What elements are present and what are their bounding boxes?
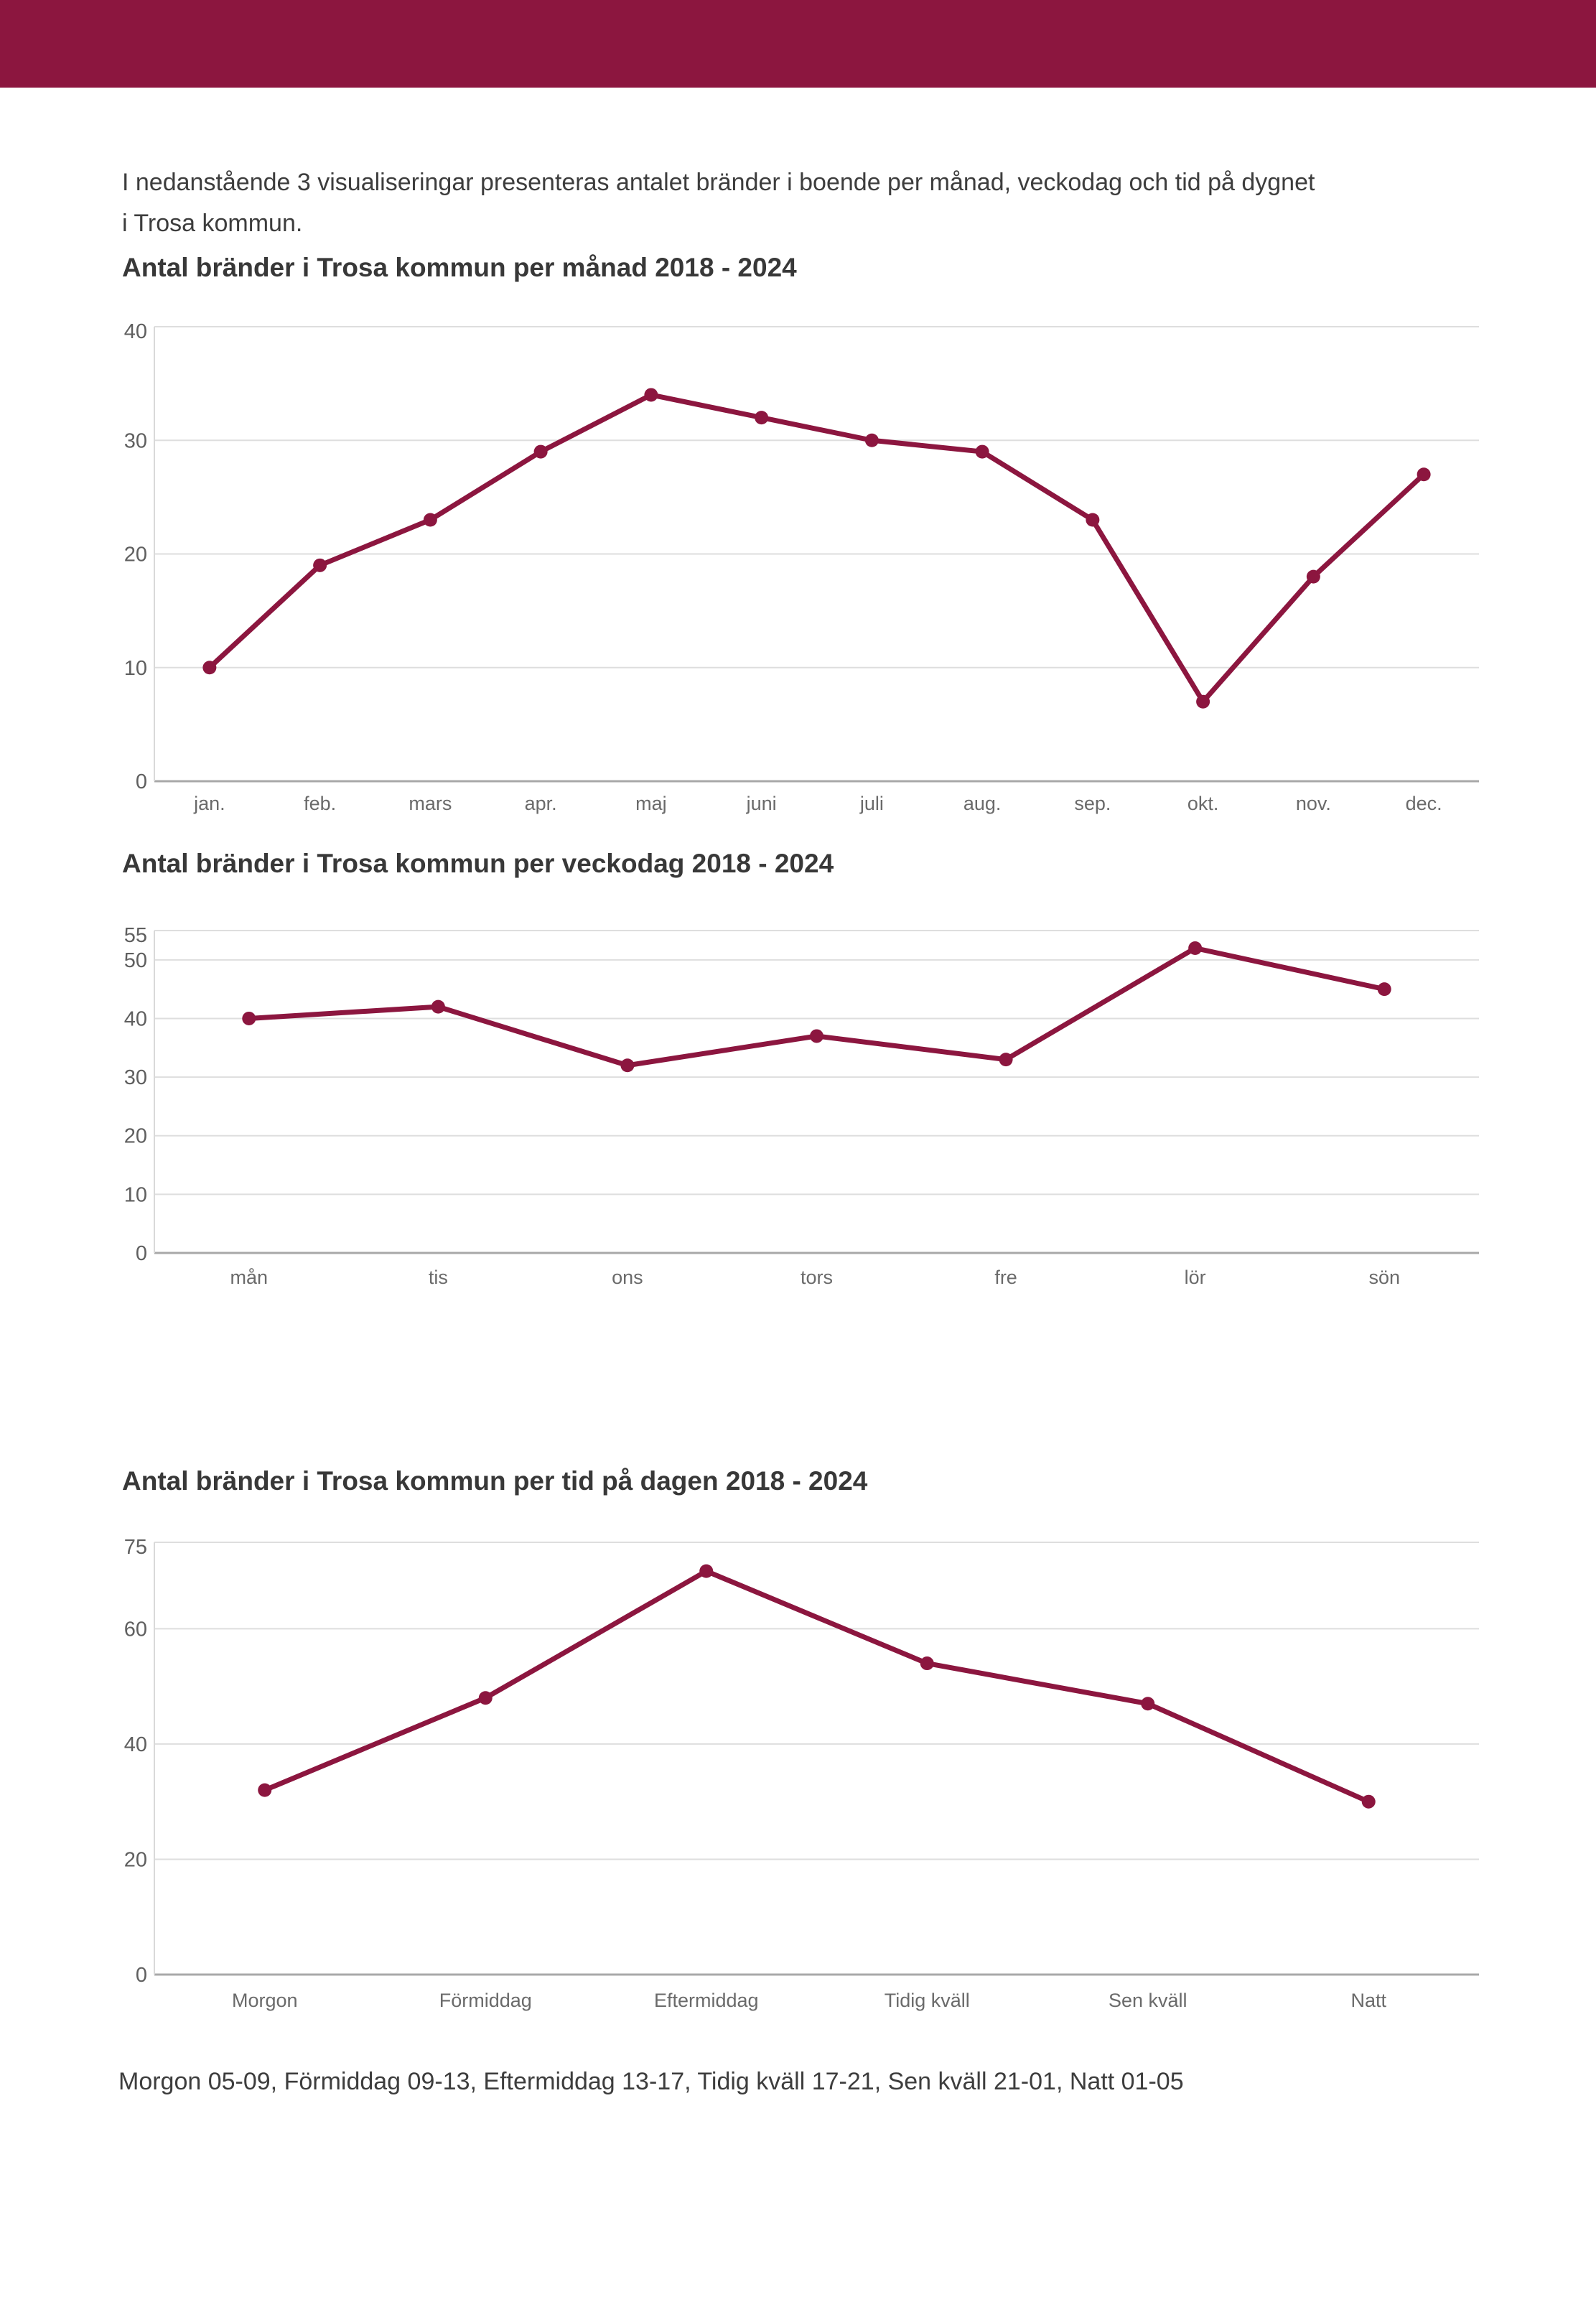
data-point-Morgon <box>258 1783 272 1797</box>
x-tick-label: mån <box>230 1267 269 1288</box>
y-tick-label: 40 <box>124 320 147 343</box>
x-tick-label: juli <box>859 793 884 814</box>
y-tick-label: 0 <box>136 770 147 793</box>
data-point-jan. <box>202 661 217 675</box>
data-point-Natt <box>1361 1794 1376 1809</box>
data-point-tis <box>431 999 445 1014</box>
chart-title-per-time-of-day: Antal bränder i Trosa kommun per tid på … <box>122 1466 868 1496</box>
y-tick-label: 0 <box>136 1242 147 1265</box>
x-tick-label: lör <box>1185 1267 1206 1288</box>
line-chart-per-month: 0 10 20 30 40 jan. feb. mars apr. maj juni juli aug.… <box>124 320 1479 814</box>
data-point-sep. <box>1086 513 1100 527</box>
data-point-okt. <box>1196 694 1210 709</box>
y-tick-label: 20 <box>124 1125 147 1148</box>
y-tick-label: 75 <box>124 1536 147 1559</box>
data-point-Förmiddag <box>478 1691 493 1705</box>
x-tick-label: Natt <box>1350 1990 1386 2011</box>
header-bar <box>0 0 1596 88</box>
x-tick-label: Tidig kväll <box>885 1990 970 2011</box>
y-tick-label: 40 <box>124 1733 147 1756</box>
x-tick-label: feb. <box>304 793 336 814</box>
data-point-fre <box>999 1053 1013 1067</box>
data-point-juli <box>864 433 879 447</box>
x-tick-label: okt. <box>1187 793 1219 814</box>
data-point-sön <box>1377 982 1391 997</box>
data-point-Eftermiddag <box>699 1564 714 1578</box>
data-point-Tidig kväll <box>920 1656 934 1671</box>
data-point-ons <box>620 1058 635 1073</box>
data-point-mån <box>242 1011 256 1025</box>
data-point-mars <box>423 513 437 527</box>
x-tick-label: tors <box>801 1267 833 1288</box>
data-line <box>246 945 1387 1068</box>
x-tick-label: fre <box>994 1267 1017 1288</box>
chart-title-per-month: Antal bränder i Trosa kommun per månad 2… <box>122 253 797 282</box>
line-chart-per-time-of-day: 0 20 40 60 75 Morgon Förmiddag Eftermiddag Tidig… <box>124 1536 1479 2011</box>
x-tick-label: jan. <box>193 793 225 814</box>
x-tick-label: mars <box>409 793 452 814</box>
x-tick-label: dec. <box>1406 793 1442 814</box>
data-point-aug. <box>975 444 989 459</box>
x-tick-label: sep. <box>1074 793 1111 814</box>
data-point-maj <box>644 388 658 402</box>
intro-line-2: i Trosa kommun. <box>122 210 303 237</box>
data-point-juni <box>755 411 769 425</box>
x-tick-label: Förmiddag <box>439 1990 532 2011</box>
x-tick-label: apr. <box>525 793 557 814</box>
x-tick-label: Morgon <box>232 1990 298 2011</box>
y-tick-label: 55 <box>124 924 147 947</box>
x-tick-label: Sen kväll <box>1109 1990 1187 2011</box>
data-point-tors <box>810 1029 823 1043</box>
y-tick-label: 0 <box>136 1964 147 1987</box>
x-tick-label: juni <box>746 793 777 814</box>
x-tick-label: tis <box>429 1267 448 1288</box>
y-tick-label: 20 <box>124 1848 147 1871</box>
data-point-apr. <box>533 444 548 459</box>
data-point-lör <box>1188 941 1203 955</box>
y-tick-label: 20 <box>124 544 147 567</box>
data-point-feb. <box>313 558 327 572</box>
y-tick-label: 10 <box>124 1183 147 1206</box>
x-tick-label: nov. <box>1296 793 1331 814</box>
data-point-dec. <box>1417 467 1431 482</box>
time-ranges-note: Morgon 05-09, Förmiddag 09-13, Eftermidd… <box>118 2068 1184 2095</box>
data-point-Sen kväll <box>1141 1697 1155 1711</box>
x-tick-label: ons <box>612 1267 643 1288</box>
x-tick-label: Eftermiddag <box>654 1990 759 2011</box>
y-tick-label: 30 <box>124 1066 147 1089</box>
x-tick-label: aug. <box>963 793 1002 814</box>
data-point-nov. <box>1306 569 1320 584</box>
intro-text: I nedanstående 3 visualiseringar present… <box>122 162 1486 244</box>
chart-title-per-weekday: Antal bränder i Trosa kommun per veckoda… <box>122 849 834 878</box>
intro-line-1: I nedanstående 3 visualiseringar present… <box>122 169 1315 196</box>
data-line <box>262 1568 1371 1804</box>
data-line <box>207 392 1427 704</box>
y-tick-label: 40 <box>124 1007 147 1030</box>
y-tick-label: 60 <box>124 1618 147 1641</box>
y-tick-label: 50 <box>124 949 147 972</box>
x-tick-label: sön <box>1368 1267 1400 1288</box>
y-tick-label: 10 <box>124 657 147 680</box>
y-tick-label: 30 <box>124 429 147 452</box>
x-tick-label: maj <box>635 793 667 814</box>
